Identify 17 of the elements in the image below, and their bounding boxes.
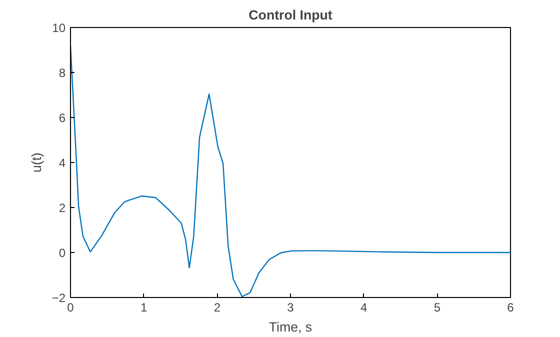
x-tick-label: 1	[140, 300, 148, 314]
y-tick-label: 6	[58, 111, 66, 125]
y-tick-label: 10	[52, 21, 66, 35]
x-tick-label: 5	[434, 300, 441, 314]
y-tick-label: 0	[58, 246, 66, 260]
y-axis-title: u(t)	[28, 152, 44, 172]
x-tick-label: 4	[360, 300, 368, 314]
x-axis-title: Time, s	[268, 320, 312, 334]
y-tick-label: 2	[58, 201, 66, 215]
x-tick-label: 2	[214, 300, 221, 314]
chart-title: Control Input	[248, 8, 333, 22]
x-tick-label: 3	[287, 300, 294, 314]
x-tick-label: 6	[507, 300, 514, 314]
y-tick-label: −2	[52, 291, 66, 305]
y-tick-label: 8	[58, 66, 66, 80]
x-tick-label: 0	[67, 300, 74, 314]
y-tick-label: 4	[58, 156, 66, 170]
